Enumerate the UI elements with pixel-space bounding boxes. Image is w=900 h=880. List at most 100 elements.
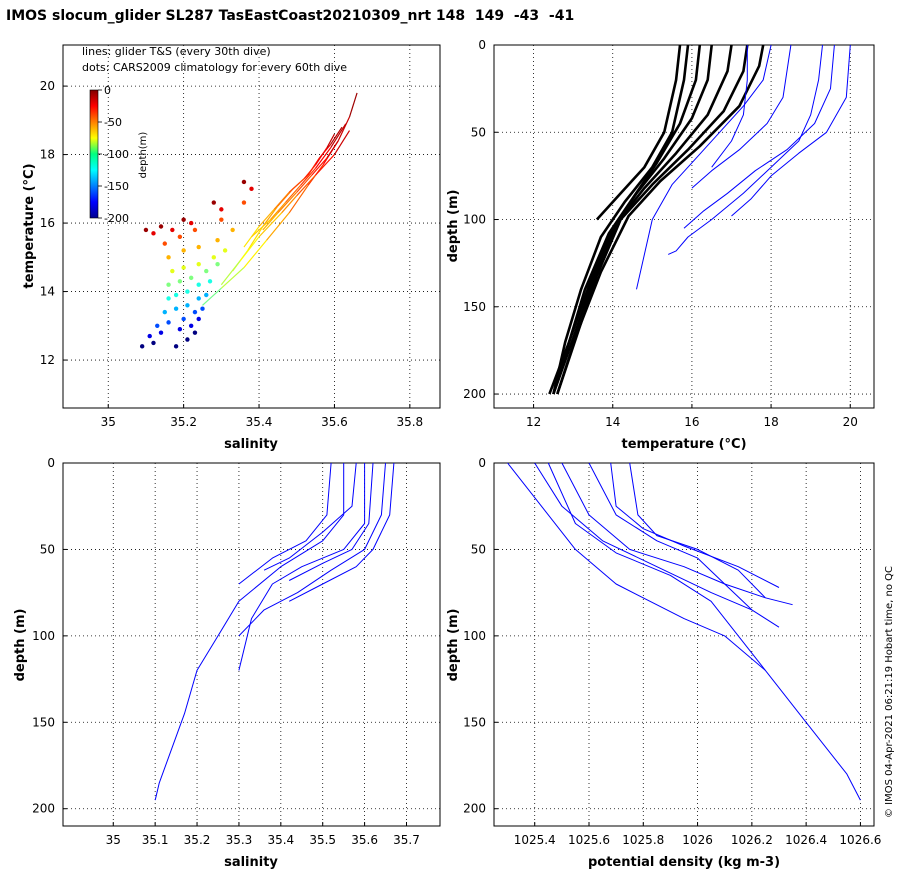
cars-climatology-dot: [249, 186, 254, 192]
cars-climatology-dot: [215, 261, 220, 267]
plot-frame: [493, 462, 875, 827]
grid-lines: [494, 44, 874, 408]
cars-climatology-dot: [162, 241, 167, 246]
tick-labels: 1025.4 1025.6 1025.8 1026 1026.2 1026.4 1026.6…: [463, 456, 881, 847]
legend-dots-text: dots: CARS2009 climatology for every 60t…: [82, 61, 347, 74]
depth-colorbar: 0 -50 -100 -150 -200 depth(m): [89, 84, 149, 225]
glider-ts-segment: [311, 157, 328, 176]
cars-climatology-dot: [151, 340, 156, 346]
y-axis-label: depth (m): [13, 609, 28, 682]
glider-ts-segment: [281, 195, 298, 214]
x-axis-label: temperature (°C): [621, 437, 746, 452]
cars-climatology-dot: [211, 200, 216, 205]
cars-climatology-dot: [188, 275, 194, 281]
glider-ts-segment: [284, 185, 301, 203]
glider-profile: [238, 462, 386, 637]
x-tick-label: 35: [106, 833, 121, 847]
x-tick-label: 35.6: [351, 833, 378, 847]
climatology-profile: [556, 44, 765, 395]
cars-climatology-dot: [177, 279, 183, 284]
cars-climatology-dot: [192, 330, 198, 335]
climatology-profile: [548, 44, 713, 395]
colorbar-tick-label: 0: [104, 84, 111, 97]
y-tick-label: 100: [463, 213, 486, 227]
legend-lines-text: lines: glider T&S (every 30th dive): [82, 45, 271, 58]
x-tick-label: 16: [684, 415, 699, 429]
y-tick-label: 50: [40, 542, 55, 556]
cars-climatology-dot: [139, 344, 145, 349]
glider-ts-segment: [348, 92, 358, 118]
glider-ts-segment: [269, 202, 286, 221]
x-tick-label: 35.7: [393, 833, 420, 847]
tick-labels: 35 35.2 35.4 35.6 35.8 12 14 16 18 20: [40, 79, 423, 429]
climatology-profile: [552, 44, 690, 395]
glider-ts-segment: [315, 147, 328, 166]
glider-profile: [288, 462, 374, 581]
glider-profile: [629, 462, 766, 599]
glider-profile: [547, 462, 766, 671]
climatology-profile: [595, 44, 682, 221]
colorbar-tick-label: -200: [104, 212, 129, 225]
cars-climatology-dot: [166, 296, 171, 301]
glider-ts-segment: [300, 167, 317, 186]
y-tick-label: 150: [463, 300, 486, 314]
y-tick-label: 20: [40, 79, 55, 93]
y-tick-label: 100: [32, 629, 55, 643]
y-tick-label: 150: [32, 715, 55, 729]
glider-ts-segment: [333, 130, 351, 155]
x-tick-label: 12: [526, 415, 541, 429]
glider-ts-segment: [330, 123, 347, 149]
y-tick-label: 200: [32, 802, 55, 816]
cars-climatology-dot: [192, 227, 198, 233]
glider-profile: [588, 462, 753, 611]
x-tick-label: 14: [605, 415, 620, 429]
cars-climatology-dot: [147, 333, 152, 339]
cars-climatology-dot: [188, 323, 194, 329]
glider-profile: [731, 44, 851, 217]
glider-ts-segment: [266, 212, 290, 241]
cars-climatology-dot: [166, 255, 171, 260]
cars-climatology-dot: [185, 289, 190, 294]
glider-ts-segment: [326, 133, 335, 149]
cars-climatology-dot: [241, 179, 247, 185]
glider-ts-segment: [273, 191, 290, 210]
y-tick-label: 16: [40, 216, 55, 230]
cars-climatology-dot: [219, 207, 224, 212]
cars-climatology-dot: [230, 227, 235, 233]
x-tick-label: 35.4: [246, 415, 273, 429]
cars-climatology-dot: [196, 282, 201, 287]
glider-profile: [238, 463, 366, 671]
cars-climatology-dot: [181, 265, 186, 270]
cars-climatology-dot: [222, 248, 228, 253]
x-tick-label: 20: [843, 415, 858, 429]
cars-climatology-dot: [166, 320, 171, 325]
cars-climatology-dot: [170, 227, 175, 233]
y-tick-label: 0: [478, 456, 486, 470]
climatology-profile: [552, 44, 733, 395]
glider-profile: [667, 44, 823, 255]
grid-lines: [63, 45, 440, 408]
glider-ts-segment: [315, 147, 332, 169]
cars-climatology-dot: [162, 309, 167, 315]
x-tick-label: 35.6: [321, 415, 348, 429]
glider-ts-segment: [277, 191, 298, 214]
glider-ts-segment: [288, 178, 305, 193]
cars-climatology-dot: [207, 279, 213, 284]
glider-ts-segment: [220, 267, 245, 289]
glider-ts-segment: [315, 154, 335, 176]
y-tick-label: 100: [463, 629, 486, 643]
cars-climatology-dot: [204, 268, 209, 274]
glider-ts-segment: [239, 236, 260, 262]
salinity-depth-panel: 35 35.1 35.2 35.3 35.4 35.5 35.6 35.7 0 50 100 150 2…: [13, 456, 441, 870]
y-tick-label: 0: [47, 456, 55, 470]
glider-profile: [507, 462, 861, 801]
glider-profile: [238, 462, 332, 585]
cars-climatology-dot: [204, 292, 209, 298]
cars-climatology-dot: [143, 227, 149, 233]
cars-climatology-dot: [215, 237, 220, 243]
glider-ts-segment: [262, 212, 279, 231]
colorbar-tick-label: -150: [104, 180, 129, 193]
x-tick-label: 35.2: [184, 833, 211, 847]
colorbar-label: depth(m): [138, 132, 149, 179]
